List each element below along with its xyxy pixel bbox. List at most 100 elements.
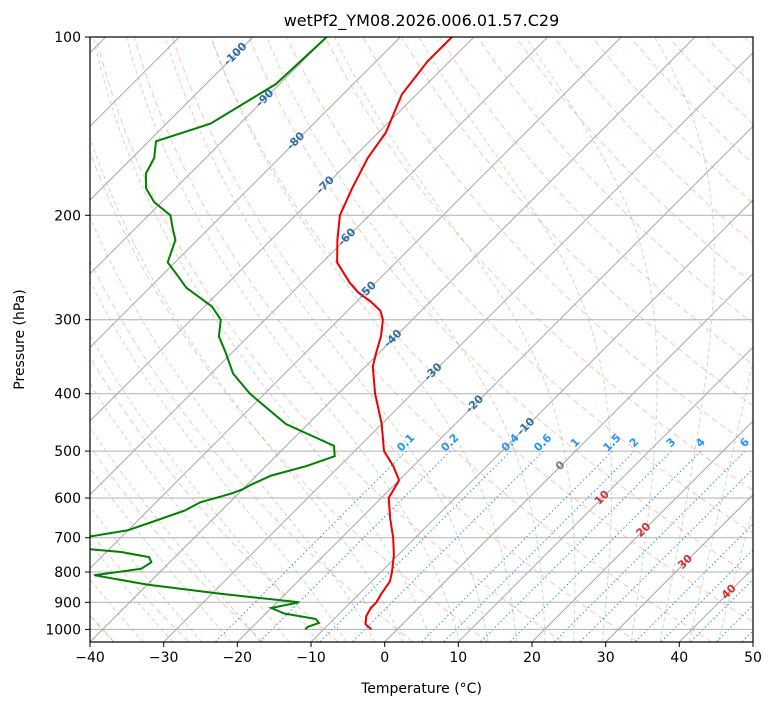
isotherm-line (90, 37, 475, 422)
x-tick-label: 10 (449, 650, 467, 666)
mixing-ratio-line (768, 451, 775, 642)
dry-adiabat-line (324, 37, 753, 491)
x-tick-label: 20 (523, 650, 541, 666)
x-tick-label: −20 (223, 650, 253, 666)
mixing-ratio-label: 2 (627, 435, 642, 450)
isotherm-line (678, 567, 753, 642)
dry-adiabat-line (90, 531, 190, 642)
moist-adiabat-line (525, 37, 658, 642)
moist-adiabat-line (266, 37, 546, 642)
isotherm-line (531, 420, 753, 642)
y-tick-label: 600 (54, 491, 81, 507)
isotherm-line (605, 493, 753, 642)
moist-adiabat-line (164, 37, 489, 642)
moist-adiabat-line (126, 37, 461, 642)
moist-adiabat-line (90, 215, 376, 642)
mixing-ratio-label: 3 (664, 435, 679, 450)
dry-adiabat-line (477, 37, 753, 325)
mixing-ratio-line (509, 450, 702, 642)
dry-adiabat-line (95, 37, 563, 642)
moist-adiabat-line (90, 135, 404, 642)
mixing-ratio-label: 1 (568, 435, 583, 450)
mixing-ratio-line (259, 450, 451, 642)
dry-adiabat-line (171, 37, 712, 642)
plot-area: -100-90-80-70-60-50-40-30-20-100.1 0.2 0.4… (90, 37, 775, 642)
mixing-ratio-label: 8 (763, 435, 775, 450)
dry-adiabat-line (210, 37, 753, 623)
dry-adiabat-line (90, 356, 339, 642)
y-tick-label: 200 (54, 208, 81, 224)
plot-frame (89, 36, 754, 643)
x-tick-label: −10 (296, 650, 326, 666)
moist-adiabat-line (717, 506, 753, 642)
dry-adiabats (90, 37, 753, 642)
dry-adiabat-line (90, 259, 414, 642)
dry-adiabat-line (668, 37, 753, 125)
mixing-ratio-line (741, 630, 753, 642)
dry-adiabat-line (744, 37, 753, 47)
x-tick-label: −30 (149, 650, 179, 666)
isotherm-line (163, 51, 753, 642)
y-tick-label: 400 (54, 387, 81, 403)
y-tick-label: 100 (54, 30, 81, 46)
isotherm-line (90, 37, 401, 349)
dry-adiabat-line (133, 37, 638, 642)
temperature-line (336, 37, 453, 631)
moist-adiabat-line (334, 37, 576, 642)
mixing-ratio-line (443, 450, 635, 642)
mixing-ratio-line (660, 549, 753, 642)
isotherm-line (90, 37, 328, 275)
mixing-ratio-lines (214, 450, 775, 642)
mixing-ratio-line (214, 450, 407, 642)
moist-adiabat-line (654, 37, 715, 642)
x-axis: −40 −30 −20 −10 0 10 20 30 40 50 (75, 642, 762, 666)
dry-adiabat-line (248, 37, 753, 578)
y-tick-label: 1000 (45, 622, 81, 638)
x-tick-label: 0 (380, 650, 389, 666)
mixing-ratio-line (605, 493, 753, 642)
mixing-ratio-line (480, 450, 672, 642)
moist-adiabat-line (688, 358, 753, 642)
mixing-ratio-line (690, 578, 753, 642)
y-axis: 100 200 300 400 500 600 700 800 900 1000 (45, 30, 90, 638)
x-axis-label: Temperature (°C) (360, 681, 482, 697)
chart-title: wetPf2_YM08.2026.006.01.57.C29 (284, 11, 560, 31)
moist-adiabat-line (92, 37, 432, 642)
isotherm-line (310, 199, 753, 642)
y-tick-label: 300 (54, 313, 81, 329)
y-tick-label: 800 (54, 565, 81, 581)
dry-adiabat-line (706, 37, 753, 86)
y-tick-label: 900 (54, 595, 81, 611)
isotherm-line (752, 641, 753, 642)
moist-adiabat-line (90, 334, 319, 642)
isotherm-line (236, 125, 753, 642)
dry-adiabat-line (591, 37, 753, 204)
x-tick-label: 40 (670, 650, 688, 666)
dry-adiabat-label: -30 (421, 360, 444, 383)
mixing-ratio-line (319, 450, 512, 642)
line-labels: -100-90-80-70-60-50-40-30-20-100.1 0.2 0.4… (221, 39, 775, 601)
y-tick-label: 500 (54, 444, 81, 460)
y-axis-label: Pressure (hPa) (12, 289, 28, 389)
x-tick-label: 50 (744, 650, 762, 666)
isotherms (90, 37, 753, 642)
dry-adiabat-line (286, 37, 753, 534)
isotherm-line (90, 37, 254, 201)
x-tick-label: −40 (75, 650, 105, 666)
isobars (90, 37, 753, 630)
moist-adiabat-line (418, 37, 613, 642)
isotherm-line (90, 37, 549, 496)
profile-series (90, 37, 453, 631)
mixing-ratio-line (421, 450, 613, 642)
mixing-ratio-line (715, 604, 753, 642)
mixing-ratio-label: 6 (737, 435, 752, 450)
dry-adiabat-line (515, 37, 753, 284)
isotherm-line (457, 346, 753, 642)
dewpoint-line (90, 37, 336, 631)
mixing-ratio-line (634, 523, 753, 642)
mixing-ratio-line (351, 450, 544, 642)
mixing-ratio-line (553, 450, 746, 642)
y-tick-label: 700 (54, 531, 81, 547)
mixing-ratio-line (579, 468, 753, 642)
